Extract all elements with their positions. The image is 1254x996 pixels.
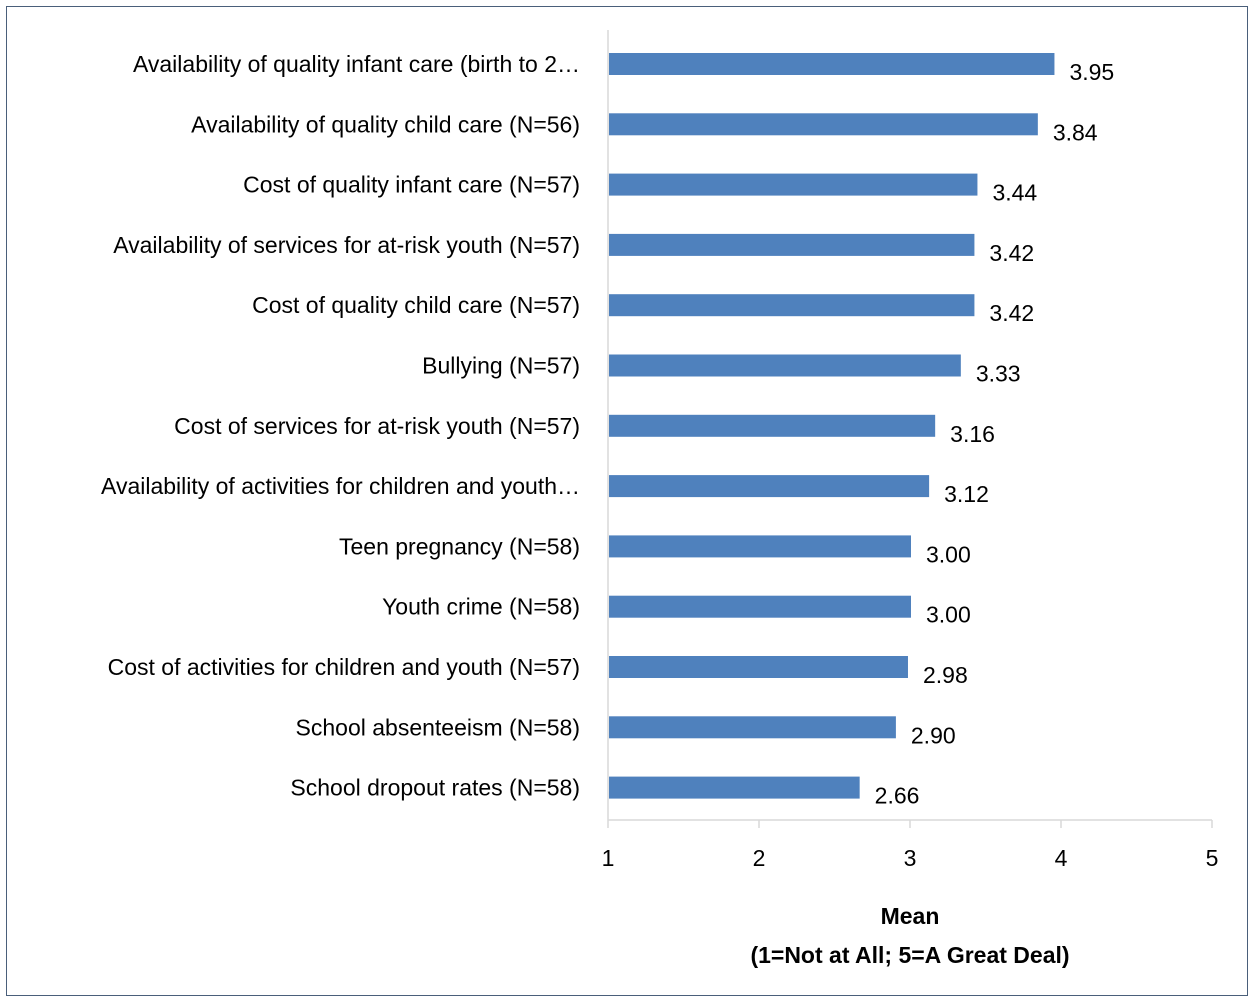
data-label: 3.12: [944, 481, 989, 507]
category-label: Availability of quality infant care (bir…: [133, 51, 580, 77]
data-label: 3.00: [926, 602, 971, 628]
data-label: 3.33: [976, 361, 1021, 387]
category-label: Bullying (N=57): [422, 353, 580, 379]
x-tick-label: 3: [904, 845, 917, 871]
category-label: Youth crime (N=58): [382, 594, 580, 620]
bar: [609, 354, 961, 377]
bar: [609, 113, 1038, 136]
data-label: 3.84: [1053, 119, 1098, 145]
x-tick-label: 2: [753, 845, 766, 871]
x-tick-label: 4: [1055, 845, 1068, 871]
x-tick-label: 5: [1206, 845, 1219, 871]
bar: [609, 53, 1055, 75]
bar: [609, 233, 975, 256]
category-label: Cost of activities for children and yout…: [108, 654, 580, 680]
category-label: School dropout rates (N=58): [290, 775, 580, 801]
x-tick-label: 1: [602, 845, 615, 871]
data-label: 2.66: [875, 783, 920, 809]
bar: [609, 656, 908, 678]
category-label: Teen pregnancy (N=58): [339, 533, 580, 559]
category-label: Availability of activities for children …: [101, 473, 580, 499]
chart-frame: [6, 6, 1248, 996]
data-label: 2.90: [911, 722, 956, 748]
bar: [609, 475, 930, 498]
bar: [609, 173, 978, 196]
category-label: Cost of quality infant care (N=57): [243, 172, 580, 198]
data-label: 3.95: [1069, 59, 1114, 85]
data-label: 3.42: [989, 240, 1034, 266]
category-label: Availability of services for at-risk you…: [113, 232, 580, 258]
category-label: School absenteeism (N=58): [296, 714, 580, 740]
x-axis-title: Mean: [881, 903, 940, 929]
data-label: 3.44: [992, 180, 1037, 206]
category-label: Availability of quality child care (N=56…: [191, 111, 580, 137]
bar: [609, 535, 911, 558]
x-axis-title: (1=Not at All; 5=A Great Deal): [750, 942, 1069, 968]
bar: [609, 294, 975, 317]
bar: [609, 776, 860, 799]
data-label: 3.00: [926, 541, 971, 567]
category-label: Cost of quality child care (N=57): [252, 292, 580, 318]
data-label: 2.98: [923, 662, 968, 688]
category-label: Cost of services for at-risk youth (N=57…: [174, 413, 580, 439]
data-label: 3.16: [950, 421, 995, 447]
bar: [609, 414, 936, 437]
data-label: 3.42: [989, 300, 1034, 326]
bar: [609, 595, 911, 618]
bar: [609, 716, 896, 739]
